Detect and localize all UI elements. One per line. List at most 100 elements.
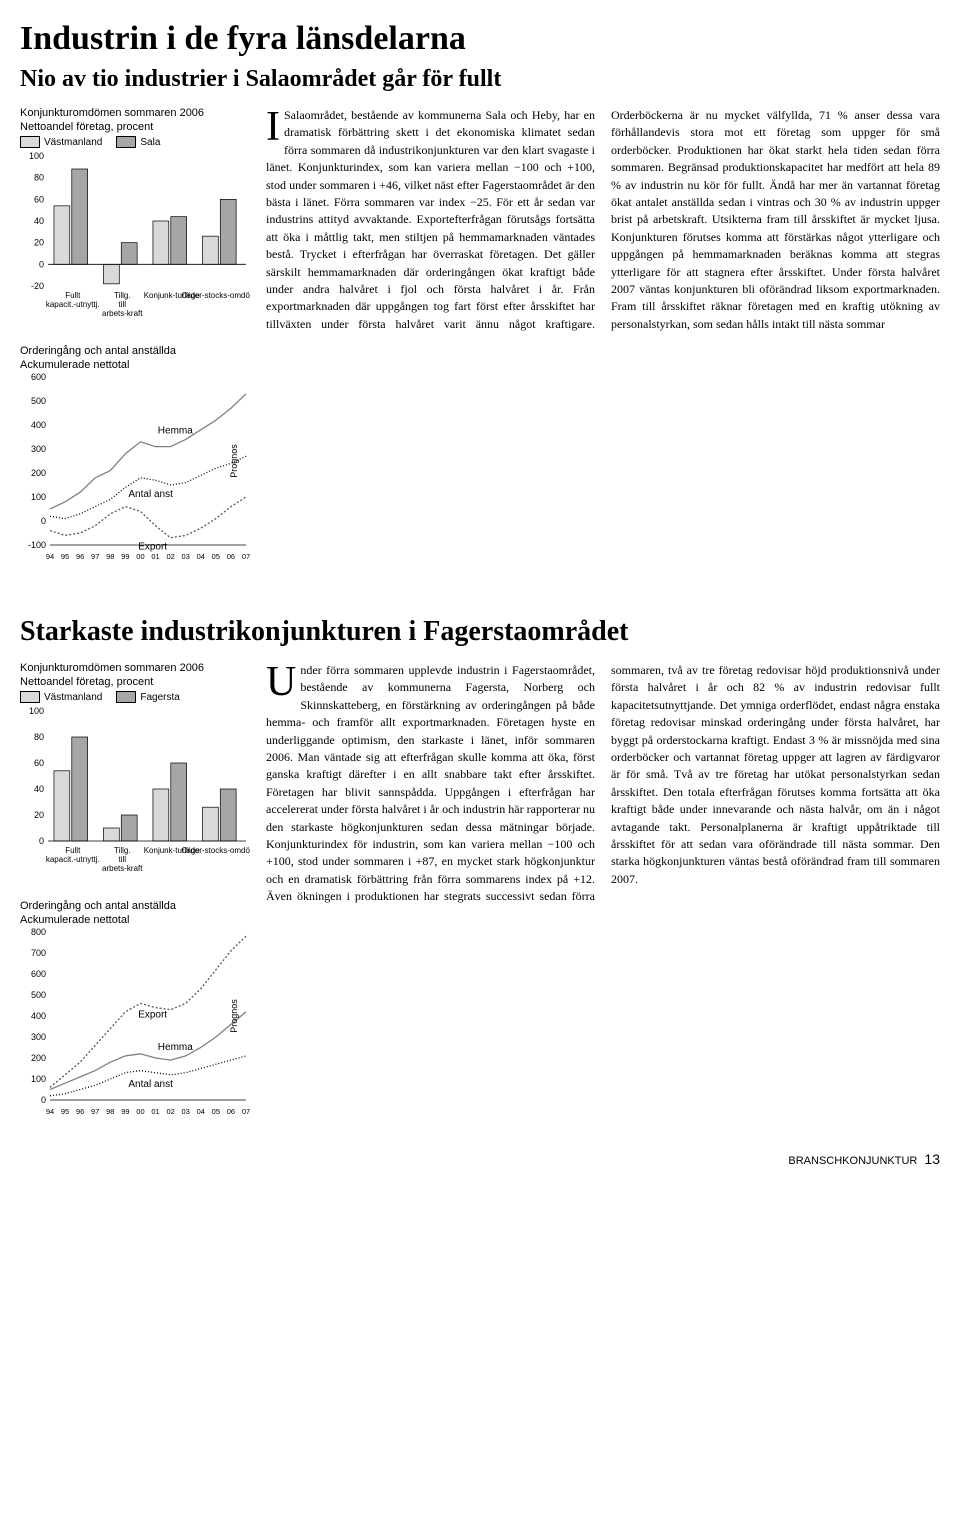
svg-text:60: 60 [34,194,44,204]
svg-text:0: 0 [39,259,44,269]
svg-text:500: 500 [31,990,46,1000]
dropcap-1: I [266,107,284,145]
bar-chart-2-svg: 0 20 40 60 80 100 Fulltkapacit.-utnyttj. Tillg.… [20,707,250,877]
svg-text:95: 95 [61,552,69,561]
line-chart-1-svg: -100010020030040050060094959697989900010… [20,373,250,563]
svg-text:07: 07 [242,552,250,561]
svg-text:300: 300 [31,444,46,454]
svg-text:Antal anst: Antal anst [128,489,173,500]
svg-text:100: 100 [31,492,46,502]
body-text-2: Under förra sommaren upplevde industrin … [266,662,940,1141]
svg-text:Export: Export [138,541,167,552]
svg-text:05: 05 [212,552,220,561]
svg-text:0: 0 [41,516,46,526]
svg-text:till: till [118,855,126,864]
svg-text:600: 600 [31,373,46,382]
svg-text:99: 99 [121,552,129,561]
legend-vastmanland-2: Västmanland [20,691,102,703]
chart-column-2: Konjunkturomdömen sommaren 2006 Nettoand… [20,662,250,1141]
svg-text:03: 03 [182,1107,190,1116]
svg-text:Tillg.: Tillg. [114,291,131,300]
svg-text:94: 94 [46,1107,54,1116]
sub-title-1: Nio av tio industrier i Salaområdet går … [20,66,940,93]
line-chart-1-title1: Orderingång och antal anställda [20,345,250,357]
svg-text:Tillg.: Tillg. [114,846,131,855]
svg-text:60: 60 [34,758,44,768]
bar-chart-2-title2: Nettoandel företag, procent [20,676,250,688]
svg-text:95: 95 [61,1107,69,1116]
svg-text:0: 0 [39,836,44,846]
svg-text:Antal anst: Antal anst [128,1079,173,1090]
svg-text:00: 00 [136,1107,144,1116]
svg-text:Fullt: Fullt [65,846,81,855]
svg-text:96: 96 [76,1107,84,1116]
footer-label: BRANSCHKONJUNKTUR [788,1155,917,1167]
svg-text:600: 600 [31,969,46,979]
line-chart-2-title2: Ackumulerade nettotal [20,914,250,926]
legend-label: Sala [140,137,160,148]
body-paragraph-1: Salaområdet, bestående av kommunerna Sal… [266,108,940,331]
svg-text:100: 100 [31,1074,46,1084]
svg-text:40: 40 [34,216,44,226]
legend-sala: Sala [116,136,160,148]
svg-text:400: 400 [31,1011,46,1021]
svg-text:01: 01 [151,1107,159,1116]
legend-label: Västmanland [44,692,102,703]
legend-vastmanland-1: Västmanland [20,136,102,148]
svg-text:Order-stocks-omdöme: Order-stocks-omdöme [181,846,250,855]
svg-text:04: 04 [197,1107,205,1116]
svg-text:Prognos: Prognos [229,999,239,1033]
line-chart-2: Orderingång och antal anställda Ackumule… [20,900,250,1123]
svg-text:40: 40 [34,784,44,794]
svg-text:05: 05 [212,1107,220,1116]
svg-text:arbets-kraft: arbets-kraft [102,864,143,873]
svg-text:Export: Export [138,1009,167,1020]
svg-text:99: 99 [121,1107,129,1116]
svg-text:kapacit.-utnyttj.: kapacit.-utnyttj. [46,300,100,309]
line-chart-2-title1: Orderingång och antal anställda [20,900,250,912]
dropcap-2: U [266,662,300,700]
svg-text:06: 06 [227,1107,235,1116]
svg-text:400: 400 [31,420,46,430]
svg-text:200: 200 [31,468,46,478]
svg-text:500: 500 [31,396,46,406]
svg-text:100: 100 [29,152,44,161]
svg-text:02: 02 [166,552,174,561]
bar-chart-2: Konjunkturomdömen sommaren 2006 Nettoand… [20,662,250,882]
svg-text:700: 700 [31,948,46,958]
svg-text:06: 06 [227,552,235,561]
svg-text:80: 80 [34,732,44,742]
line-chart-1-title2: Ackumulerade nettotal [20,359,250,371]
line-chart-1: Orderingång och antal anställda Ackumule… [20,345,250,568]
svg-text:-100: -100 [28,540,46,550]
legend-label: Fagersta [140,692,179,703]
svg-text:800: 800 [31,928,46,937]
svg-text:00: 00 [136,552,144,561]
bar-chart-1: Konjunkturomdömen sommaren 2006 Nettoand… [20,107,250,327]
bar-chart-1-svg: -20020406080100Fulltkapacit.-utnyttj.Til… [20,152,250,322]
svg-text:kapacit.-utnyttj.: kapacit.-utnyttj. [46,855,100,864]
svg-text:98: 98 [106,552,114,561]
page-footer: BRANSCHKONJUNKTUR 13 [20,1151,940,1167]
svg-text:97: 97 [91,1107,99,1116]
svg-text:80: 80 [34,173,44,183]
svg-text:94: 94 [46,552,54,561]
body-text-1: ISalaområdet, bestående av kommunerna Sa… [266,107,940,586]
legend-label: Västmanland [44,137,102,148]
article-row-1: Konjunkturomdömen sommaren 2006 Nettoand… [20,107,940,586]
svg-text:arbets-kraft: arbets-kraft [102,309,143,318]
bar-chart-1-title1: Konjunkturomdömen sommaren 2006 [20,107,250,119]
svg-text:20: 20 [34,810,44,820]
chart-column-1: Konjunkturomdömen sommaren 2006 Nettoand… [20,107,250,586]
svg-text:Prognos: Prognos [229,444,239,478]
svg-text:03: 03 [182,552,190,561]
bar-chart-2-title1: Konjunkturomdömen sommaren 2006 [20,662,250,674]
svg-text:96: 96 [76,552,84,561]
svg-text:Hemma: Hemma [158,1042,193,1053]
section-title-2: Starkaste industrikonjunkturen i Fagerst… [20,616,940,648]
svg-text:0: 0 [41,1095,46,1105]
svg-text:till: till [118,300,126,309]
svg-text:97: 97 [91,552,99,561]
svg-text:-20: -20 [31,281,44,291]
svg-text:100: 100 [29,707,44,716]
